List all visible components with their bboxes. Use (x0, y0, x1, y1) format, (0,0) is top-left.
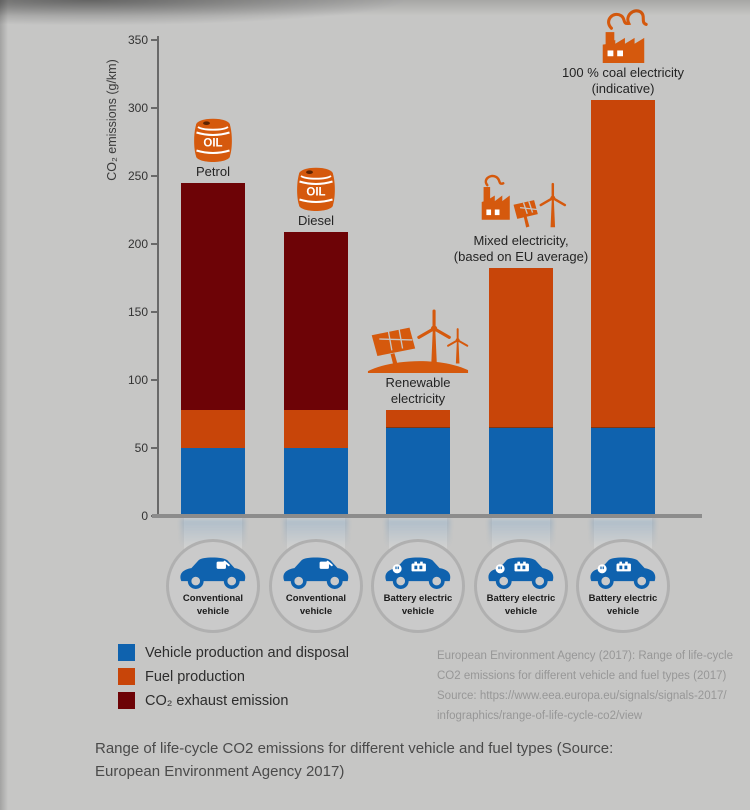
bar-segment (181, 409, 245, 448)
y-tick-label: 0 (141, 509, 148, 523)
ev-car-icon (587, 552, 659, 595)
y-tick-mark (151, 447, 157, 449)
bar-segment (386, 427, 450, 516)
svg-text:OIL: OIL (203, 137, 222, 149)
y-tick-mark (151, 107, 157, 109)
bar-segment (181, 448, 245, 516)
y-tick-label: 150 (127, 305, 148, 319)
y-tick-mark (151, 379, 157, 381)
y-tick-mark (151, 175, 157, 177)
bar-segment (284, 231, 348, 410)
source-text-line: CO2 emissions for different vehicle and … (437, 670, 727, 682)
y-tick-label: 100 (127, 373, 148, 387)
x-axis-baseline (152, 514, 702, 518)
y-axis-title: CO₂ emissions (g/km) (105, 59, 119, 181)
y-tick-label: 200 (127, 237, 148, 251)
bar-category-label: Petrol (196, 163, 230, 179)
legend-label: CO₂ exhaust emission (145, 692, 289, 709)
legend-swatch (118, 668, 135, 685)
vehicle-circle (576, 539, 670, 633)
y-axis-line (157, 36, 159, 516)
vehicle-label: Battery electric vehicle (383, 593, 453, 617)
source-text-line: European Environment Agency (2017): Rang… (437, 650, 733, 662)
vehicle-label: Conventional vehicle (182, 593, 244, 617)
vehicle-circle (474, 539, 568, 633)
vehicle-circle (371, 539, 465, 633)
source-text-line: infographics/range-of-life-cycle-co2/vie… (437, 710, 643, 722)
bar-segment (181, 182, 245, 410)
y-tick-label: 250 (127, 169, 148, 183)
chart-area: 0 50 100 150 200 250 300 350 Petrol OIL Conventi… (127, 7, 702, 633)
figure-caption: Range of life-cycle CO2 emissions for di… (95, 740, 614, 780)
legend-item: CO₂ exhaust emission (118, 692, 349, 709)
legend-swatch (118, 644, 135, 661)
ev-car-icon (382, 552, 454, 595)
bar-segment (489, 268, 553, 428)
y-tick-label: 300 (127, 101, 148, 115)
legend-label: Vehicle production and disposal (145, 644, 349, 661)
bar-category-label: Mixed electricity, (based on EU average) (453, 233, 589, 265)
bar-segment (386, 409, 450, 428)
conventional-car-icon (280, 552, 352, 595)
bar-category-label: 100 % coal electricity (indicative) (561, 64, 685, 96)
legend-item: Fuel production (118, 668, 349, 685)
legend-label: Fuel production (145, 668, 245, 685)
bar-category-label: Diesel (297, 212, 335, 228)
oil-barrel-icon: OIL (261, 167, 371, 211)
legend-item: Vehicle production and disposal (118, 644, 349, 661)
renewable-icon (363, 305, 473, 373)
bar-segment (489, 427, 553, 516)
mixed-electricity-icon (466, 173, 576, 231)
legend: Vehicle production and disposal Fuel prod… (118, 644, 349, 716)
y-tick-label: 50 (134, 441, 148, 455)
conventional-car-icon (177, 552, 249, 595)
y-tick-mark (151, 39, 157, 41)
vehicle-circle (166, 539, 260, 633)
y-tick-mark (151, 243, 157, 245)
source-attribution: European Environment Agency (2017): Rang… (437, 646, 737, 726)
bar-category-label: Renewable electricity (385, 374, 451, 406)
coal-factory-icon (568, 7, 678, 63)
bar-segment (284, 448, 348, 516)
bar-segment (591, 99, 655, 428)
vehicle-circle (269, 539, 363, 633)
bar-segment (284, 409, 348, 448)
ev-car-icon (485, 552, 557, 595)
svg-text:OIL: OIL (306, 186, 325, 198)
y-tick-label: 350 (127, 33, 148, 47)
y-tick-mark (151, 311, 157, 313)
vehicle-label: Conventional vehicle (285, 593, 347, 617)
source-text-line: Source: https://www.eea.europa.eu/signal… (437, 690, 727, 702)
oil-barrel-icon: OIL (158, 118, 268, 162)
vehicle-label: Battery electric vehicle (486, 593, 556, 617)
vehicle-label: Battery electric vehicle (588, 593, 658, 617)
bar-segment (591, 427, 655, 516)
legend-swatch (118, 692, 135, 709)
